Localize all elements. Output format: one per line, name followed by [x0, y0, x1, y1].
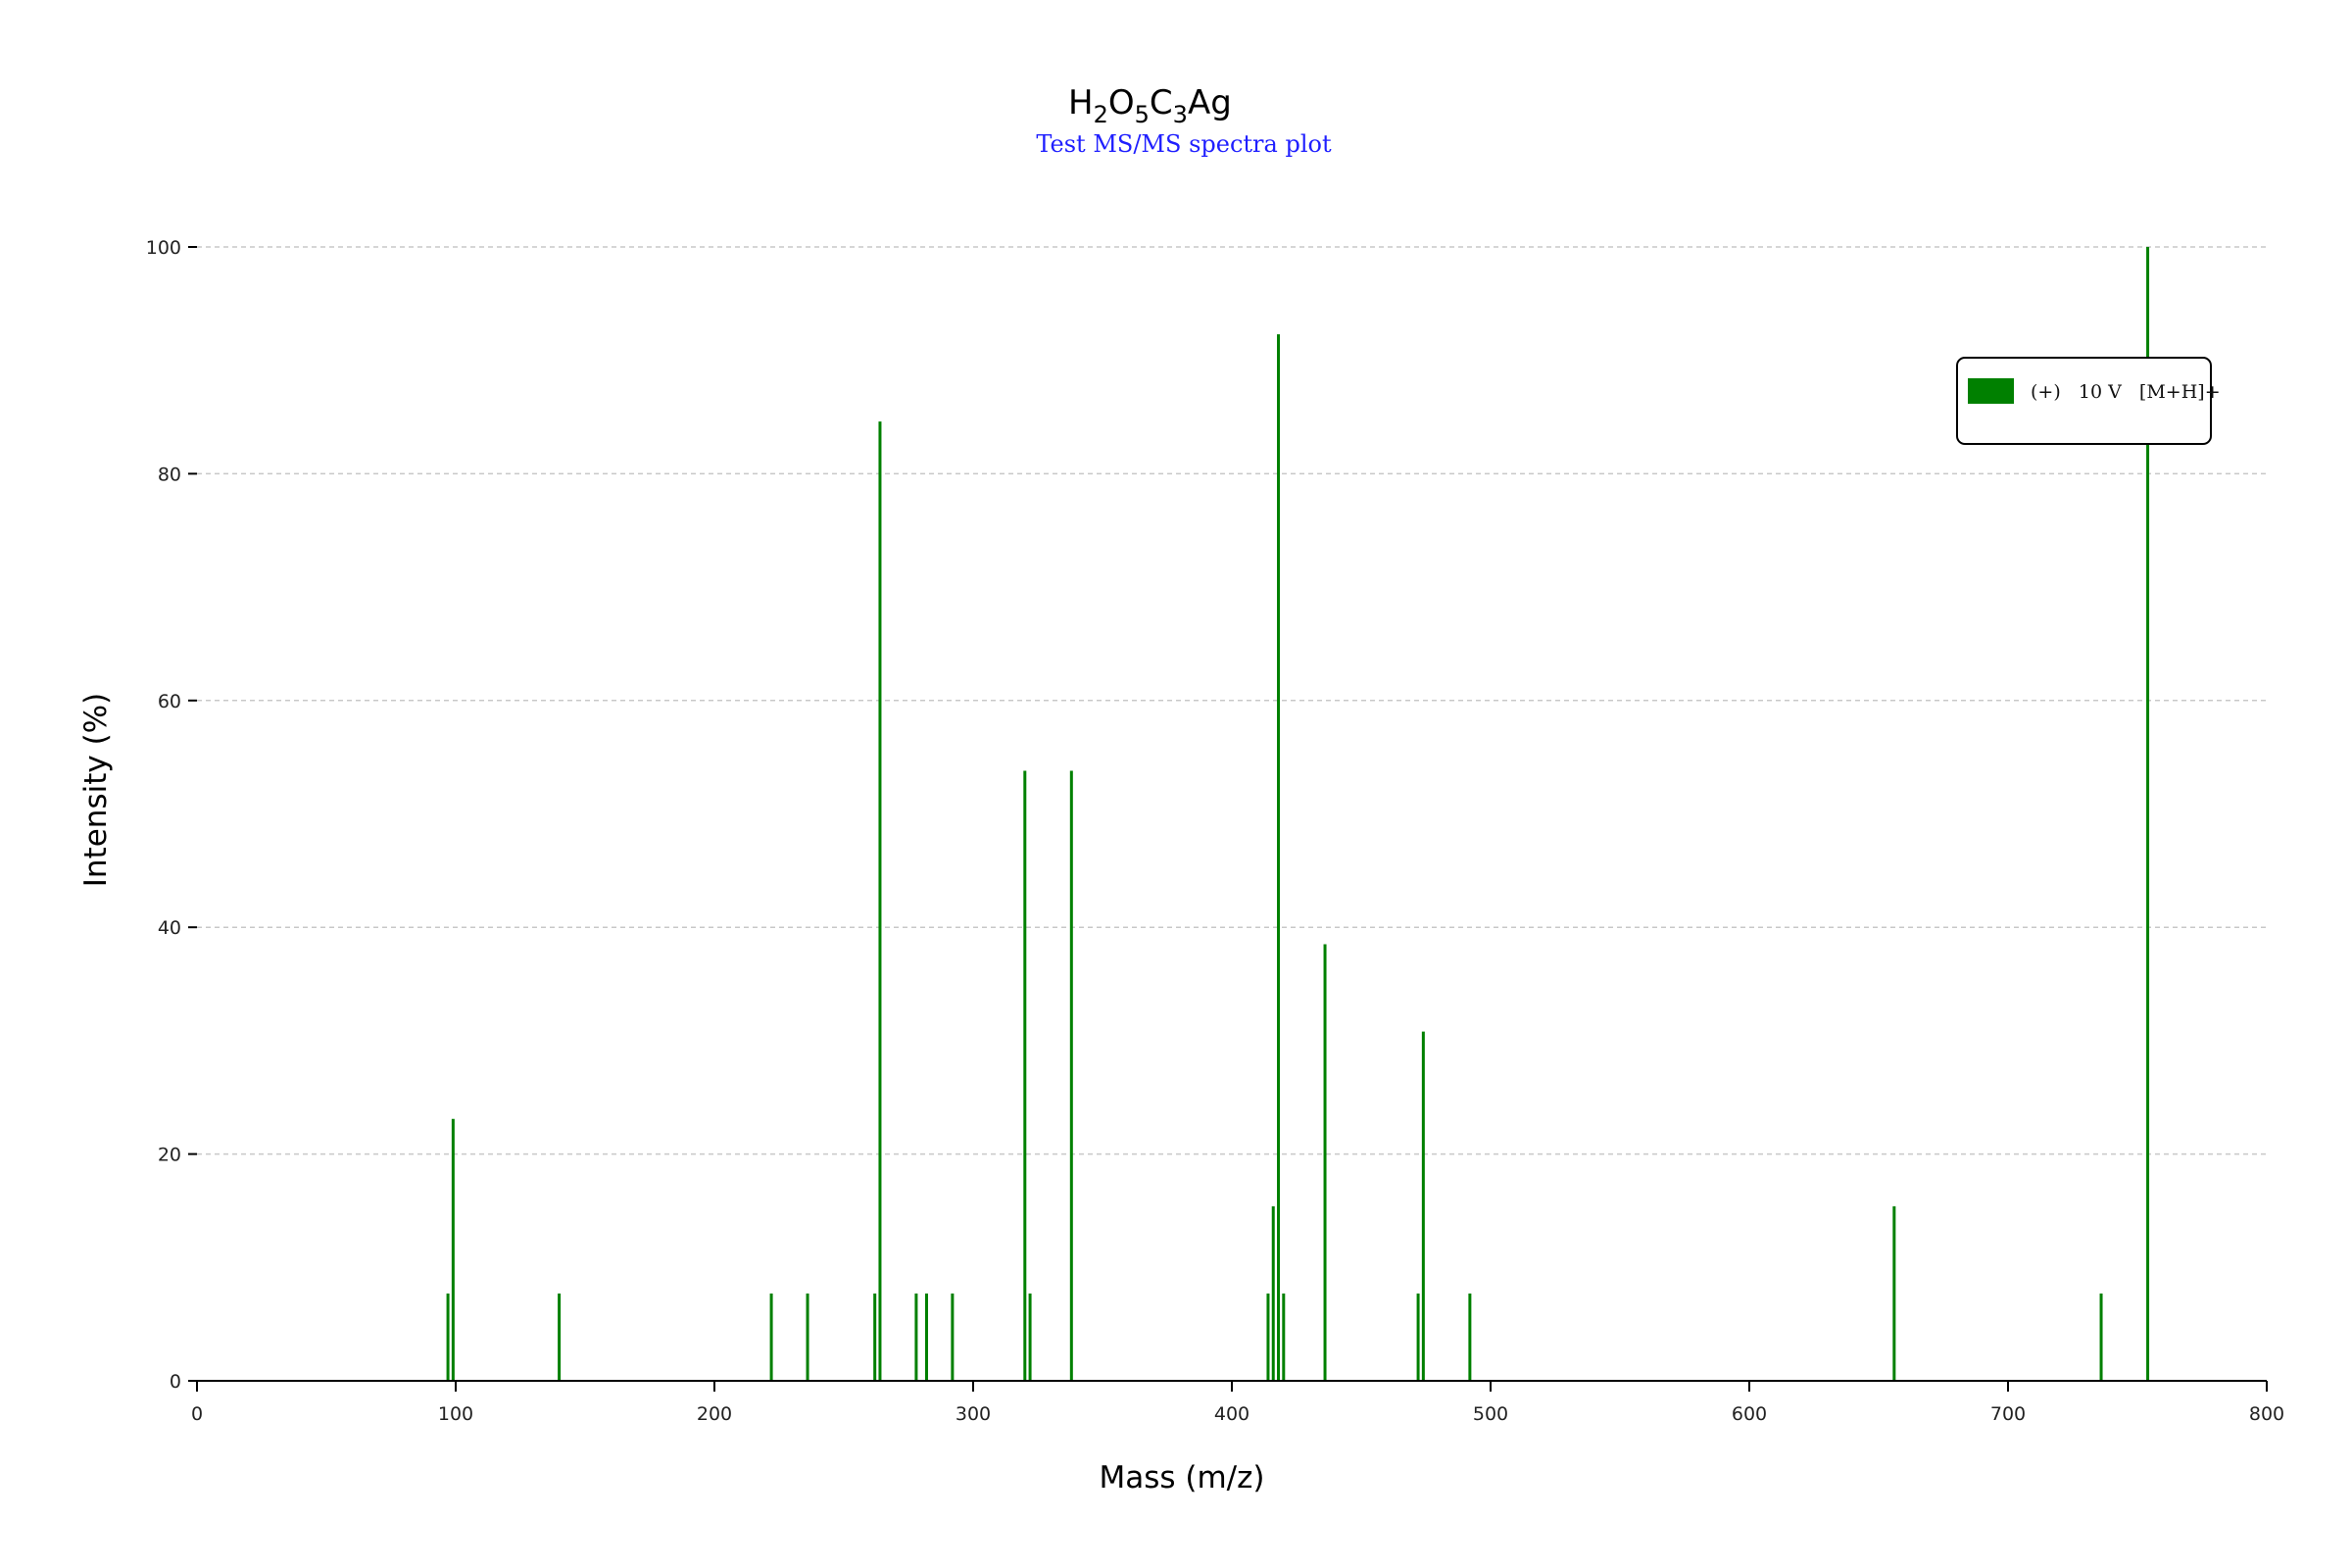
title-part: 2 [1094, 101, 1108, 128]
x-tick-label: 300 [956, 1403, 991, 1425]
y-tick-label: 40 [158, 917, 181, 939]
legend-swatch [1968, 378, 2014, 404]
chart-title: H2O5C3Ag [1068, 83, 1232, 128]
peaks [446, 247, 2150, 1381]
x-tick-label: 200 [697, 1403, 732, 1425]
title-part: 3 [1173, 101, 1188, 128]
title-part: 5 [1135, 101, 1150, 128]
y-axis-ticks: 0 20 40 60 80 100 [146, 237, 197, 1393]
chart-subtitle: Test MS/MS spectra plot [1036, 130, 1332, 158]
x-tick-label: 700 [1990, 1403, 2026, 1425]
y-tick-label: 80 [158, 464, 181, 485]
title-part: Ag [1188, 83, 1232, 122]
x-tick-label: 400 [1214, 1403, 1250, 1425]
x-tick-label: 0 [191, 1403, 203, 1425]
y-tick-label: 60 [158, 691, 181, 712]
y-tick-label: 0 [170, 1371, 181, 1393]
x-axis-title: Mass (m/z) [1099, 1460, 1264, 1495]
legend-box [1956, 357, 2212, 445]
y-axis-title: Intensity (%) [78, 693, 114, 887]
legend-label: (+) 10 V [M+H]+ [2031, 381, 2221, 403]
title-part: O [1108, 83, 1135, 122]
grid-lines [197, 246, 2267, 1155]
x-tick-label: 600 [1732, 1403, 1767, 1425]
x-tick-label: 800 [2249, 1403, 2284, 1425]
x-tick-label: 100 [438, 1403, 473, 1425]
y-tick-label: 100 [146, 237, 181, 259]
y-tick-label: 20 [158, 1145, 181, 1166]
x-axis-ticks: 0 100 200 300 400 500 600 700 800 [191, 1381, 2284, 1425]
title-part: C [1150, 83, 1173, 122]
x-tick-label: 500 [1473, 1403, 1508, 1425]
title-part: H [1068, 83, 1094, 122]
legend: (+) 10 V [M+H]+ [1956, 357, 2221, 445]
